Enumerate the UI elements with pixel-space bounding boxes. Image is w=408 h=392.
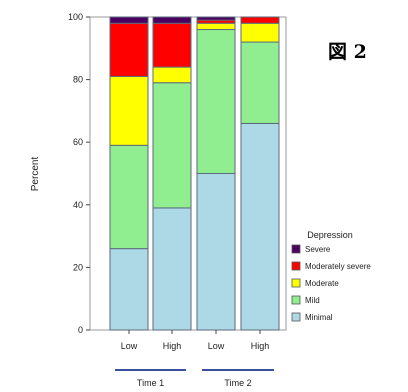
- bar-segment-minimal: [196, 173, 236, 331]
- bar-segment-moderately-severe: [240, 16, 280, 24]
- bar-segment-minimal: [152, 207, 192, 331]
- x-tick-label: Low: [208, 341, 225, 351]
- legend-swatch: [291, 278, 301, 288]
- bar-segment-minimal: [109, 248, 149, 331]
- legend: Depression Severe Moderately severe Moderat…: [291, 230, 371, 322]
- legend-swatch: [291, 295, 301, 305]
- bar-segment-severe: [196, 16, 236, 21]
- legend-swatch: [291, 261, 301, 271]
- bar-segment-moderately-severe: [109, 22, 149, 77]
- bars: [109, 16, 280, 331]
- bar-segment-moderate: [109, 75, 149, 146]
- x-tick-label: High: [163, 341, 182, 351]
- bar-segment-severe: [109, 16, 149, 24]
- x-tick-label: High: [251, 341, 270, 351]
- legend-swatch: [291, 312, 301, 322]
- figure-label: 図 2: [328, 41, 367, 63]
- x-tick-label: Low: [121, 341, 138, 351]
- y-tick-label: 0: [78, 325, 83, 335]
- y-axis: 0 20 40 60 80 100: [68, 12, 90, 335]
- bar-segment-mild: [240, 41, 280, 124]
- legend-entry-label: Moderate: [305, 279, 339, 288]
- bar-segment-moderate: [240, 22, 280, 43]
- bar-segment-mild: [152, 82, 192, 209]
- y-tick-label: 100: [68, 12, 83, 22]
- bar-segment-mild: [109, 144, 149, 250]
- legend-entry-label: Mild: [305, 296, 320, 305]
- y-tick-label: 80: [73, 75, 83, 85]
- y-tick-label: 60: [73, 137, 83, 147]
- bar-segment-moderate: [196, 22, 236, 31]
- legend-entry-label: Severe: [305, 245, 331, 254]
- x-axis: Low High Low High Time 1 Time 2: [115, 330, 274, 388]
- bar-segment-moderately-severe: [152, 22, 192, 68]
- y-tick-label: 20: [73, 262, 83, 272]
- group-label: Time 2: [224, 378, 251, 388]
- bar-segment-moderate: [152, 66, 192, 84]
- y-tick-label: 40: [73, 200, 83, 210]
- group-label: Time 1: [137, 378, 164, 388]
- legend-title: Depression: [307, 230, 353, 240]
- bar-segment-severe: [152, 16, 192, 24]
- y-axis-title: Percent: [30, 157, 41, 192]
- legend-swatch: [291, 244, 301, 254]
- bar-segment-mild: [196, 29, 236, 174]
- bar-segment-minimal: [240, 122, 280, 331]
- legend-entry-label: Moderately severe: [305, 262, 371, 271]
- legend-entry-label: Minimal: [305, 313, 333, 322]
